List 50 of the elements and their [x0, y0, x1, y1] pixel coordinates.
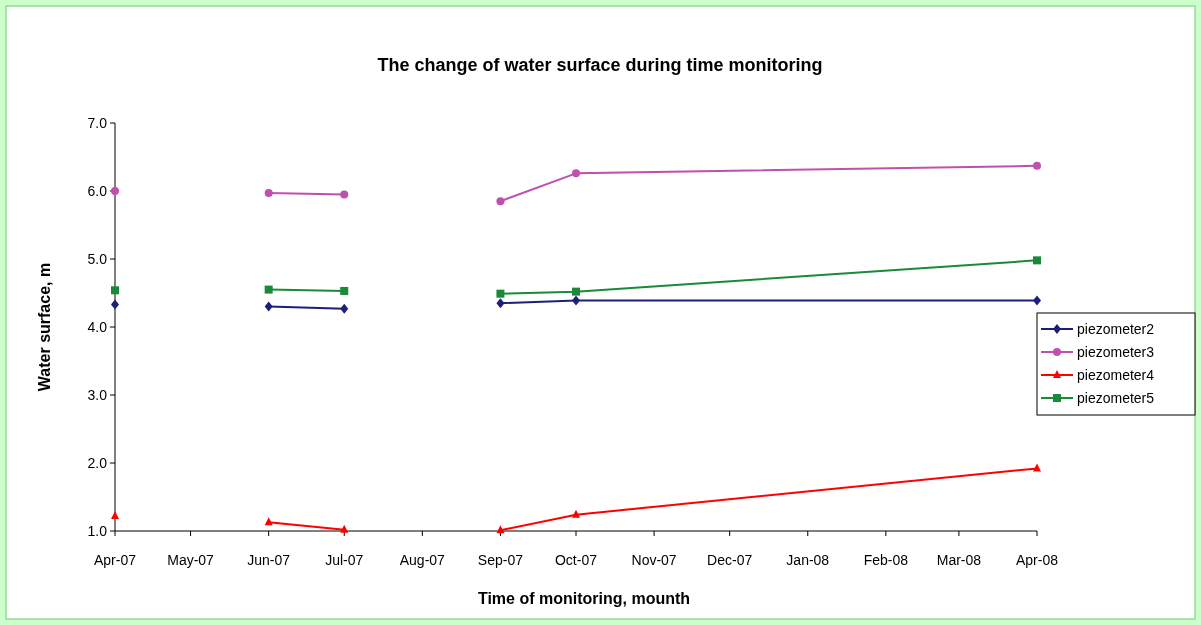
x-axis-title: Time of monitoring, mounth: [477, 590, 691, 607]
point: [496, 298, 505, 309]
legend-label: piezometer5: [1077, 390, 1155, 406]
point: [1033, 256, 1041, 265]
y-tick-label: 1.0: [87, 523, 108, 539]
y-tick-label: 7.0: [87, 115, 108, 131]
x-tick-label: Apr-07: [93, 552, 137, 568]
y-tick-label: 3.0: [87, 387, 108, 403]
point: [264, 301, 273, 312]
y-tick-label: 2.0: [87, 455, 108, 471]
point: [572, 287, 580, 296]
x-tick-label: Dec-07: [707, 552, 753, 568]
point: [1033, 295, 1041, 306]
x-tick-label: Aug-07: [399, 552, 446, 568]
point: [1033, 161, 1041, 170]
x-tick-label: Jul-07: [325, 552, 364, 568]
point: [496, 197, 505, 206]
point: [340, 303, 349, 314]
point: [264, 517, 273, 526]
point: [572, 295, 580, 306]
point: [340, 286, 349, 295]
point: [340, 190, 349, 199]
x-tick-label: Sep-07: [477, 552, 524, 568]
x-tick-label: May-07: [167, 552, 215, 568]
point: [264, 285, 273, 294]
y-tick-label: 5.0: [87, 251, 108, 267]
x-tick-label: Mar-08: [936, 552, 982, 568]
point: [496, 525, 505, 534]
point: [572, 509, 580, 518]
x-tick-label: Oct-07: [554, 552, 598, 568]
x-tick-label: Apr-08: [1015, 552, 1059, 568]
point: [264, 189, 273, 198]
x-tick-label: Feb-08: [863, 552, 909, 568]
x-tick-label: Jun-07: [247, 552, 291, 568]
point: [111, 286, 119, 295]
point: [1033, 463, 1041, 472]
point: [496, 289, 505, 298]
legend-label: piezometer4: [1077, 367, 1155, 383]
point: [572, 169, 580, 178]
point: [111, 511, 119, 520]
point: [111, 299, 119, 310]
x-tick-label: Nov-07: [631, 552, 677, 568]
chart-title: The change of water surface during time monitoring: [377, 55, 823, 75]
legend-label: piezometer3: [1077, 344, 1155, 360]
legend-label: piezometer2: [1077, 321, 1155, 337]
x-tick-label: Jan-08: [786, 552, 830, 568]
point: [340, 524, 349, 533]
y-tick-label: 4.0: [87, 319, 108, 335]
y-axis-title: Water surface, m: [36, 262, 53, 392]
y-tick-label: 6.0: [87, 183, 108, 199]
